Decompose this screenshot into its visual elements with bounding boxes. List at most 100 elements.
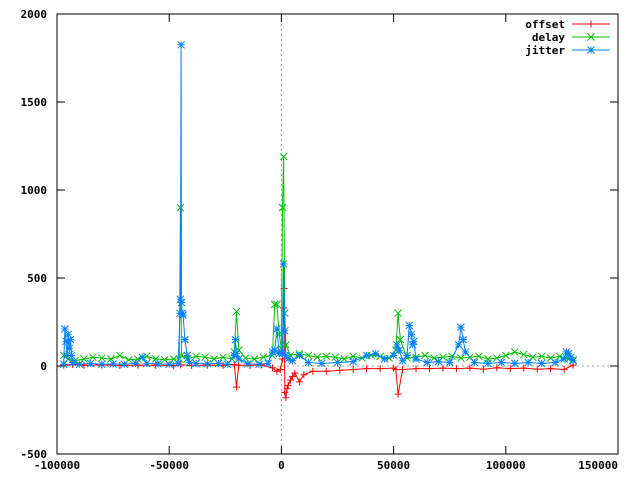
- data-point-jitter: [524, 358, 533, 367]
- data-point-jitter: [183, 351, 192, 360]
- data-point-offset: [394, 390, 402, 398]
- data-point-delay: [313, 353, 322, 362]
- marker-stroke: [151, 355, 160, 363]
- marker-stroke: [86, 359, 95, 368]
- data-point-jitter: [461, 348, 470, 356]
- data-point-offset: [560, 366, 568, 374]
- marker-stroke: [461, 348, 470, 356]
- x-tick-label: 50000: [377, 459, 410, 472]
- marker-stroke: [393, 341, 401, 349]
- data-point-jitter: [231, 335, 240, 344]
- data-point-offset: [289, 373, 297, 381]
- marker-stroke: [259, 353, 268, 362]
- data-point-jitter: [569, 356, 577, 365]
- marker-stroke: [255, 360, 263, 369]
- data-point-offset: [520, 364, 528, 372]
- marker-stroke: [295, 351, 304, 360]
- marker-stroke: [75, 360, 84, 369]
- data-point-jitter: [470, 358, 479, 367]
- data-point-delay: [421, 351, 429, 360]
- series-layer: [59, 40, 577, 402]
- marker-stroke: [62, 337, 70, 346]
- marker-stroke: [183, 355, 192, 363]
- data-point-delay: [457, 354, 465, 362]
- marker-stroke: [394, 309, 402, 318]
- data-point-offset: [286, 376, 294, 384]
- tick-labels: -500 0 500 1000 1500 2000 -100000 -50000 0 50000 1…: [21, 8, 619, 472]
- marker-stroke: [492, 354, 501, 362]
- data-point-jitter: [434, 357, 443, 366]
- marker-stroke: [273, 325, 281, 333]
- marker-stroke: [98, 360, 106, 369]
- data-point-jitter: [483, 359, 492, 368]
- data-point-offset: [506, 365, 514, 373]
- marker-stroke: [138, 353, 147, 362]
- y-tick-label: 500: [27, 272, 47, 285]
- data-point-offset: [116, 361, 124, 369]
- marker-stroke: [185, 358, 194, 367]
- data-point-delay: [89, 353, 97, 362]
- marker-stroke: [457, 323, 465, 332]
- marker-stroke: [178, 309, 187, 318]
- marker-stroke: [64, 330, 73, 339]
- data-point-delay: [396, 335, 405, 344]
- marker-stroke: [232, 349, 241, 358]
- marker-stroke: [288, 356, 297, 365]
- data-point-offset: [300, 371, 308, 379]
- marker-stroke: [279, 260, 288, 268]
- data-point-jitter: [497, 358, 506, 367]
- marker-stroke: [445, 358, 454, 367]
- data-point-jitter: [362, 351, 371, 360]
- marker-stroke: [405, 321, 414, 330]
- data-point-offset: [533, 365, 541, 373]
- data-point-delay: [219, 353, 227, 362]
- data-point-delay: [259, 353, 268, 362]
- data-point-jitter: [98, 360, 106, 369]
- marker-stroke: [510, 348, 519, 356]
- marker-stroke: [280, 326, 289, 335]
- data-point-offset: [283, 385, 291, 393]
- marker-stroke: [284, 355, 292, 363]
- data-point-delay: [177, 351, 186, 360]
- data-point-jitter: [304, 358, 313, 367]
- marker-stroke: [232, 307, 241, 316]
- legend-marker: [587, 46, 595, 54]
- marker-stroke: [434, 357, 443, 366]
- data-point-jitter: [333, 358, 342, 367]
- marker-stroke: [80, 355, 88, 363]
- marker-stroke: [275, 330, 284, 339]
- data-point-delay: [519, 350, 528, 359]
- marker-stroke: [564, 349, 573, 358]
- data-point-delay: [278, 203, 287, 212]
- marker-stroke: [192, 359, 200, 368]
- marker-stroke: [115, 351, 124, 360]
- data-point-jitter: [185, 358, 194, 367]
- marker-stroke: [68, 358, 77, 367]
- data-point-offset: [336, 366, 344, 374]
- marker-stroke: [201, 353, 209, 362]
- marker-stroke: [497, 358, 506, 367]
- data-point-jitter: [445, 358, 454, 367]
- data-point-jitter: [214, 359, 223, 368]
- data-point-delay: [279, 152, 288, 161]
- marker-stroke: [349, 357, 358, 366]
- data-point-delay: [98, 354, 106, 362]
- data-point-jitter: [551, 358, 560, 367]
- data-point-offset: [452, 365, 460, 373]
- data-point-jitter: [412, 355, 420, 363]
- legend-item-delay: delay: [532, 31, 610, 44]
- data-point-delay: [510, 348, 519, 356]
- marker-stroke: [264, 359, 272, 368]
- data-point-jitter: [255, 360, 263, 369]
- marker-stroke: [430, 354, 438, 362]
- series-jitter: [59, 40, 577, 369]
- marker-stroke: [183, 351, 192, 360]
- marker-stroke: [569, 356, 577, 365]
- data-point-jitter: [61, 325, 69, 333]
- data-point-offset: [399, 366, 407, 374]
- data-point-jitter: [564, 349, 573, 358]
- marker-stroke: [177, 298, 186, 307]
- data-point-delay: [304, 351, 313, 360]
- marker-stroke: [470, 358, 479, 367]
